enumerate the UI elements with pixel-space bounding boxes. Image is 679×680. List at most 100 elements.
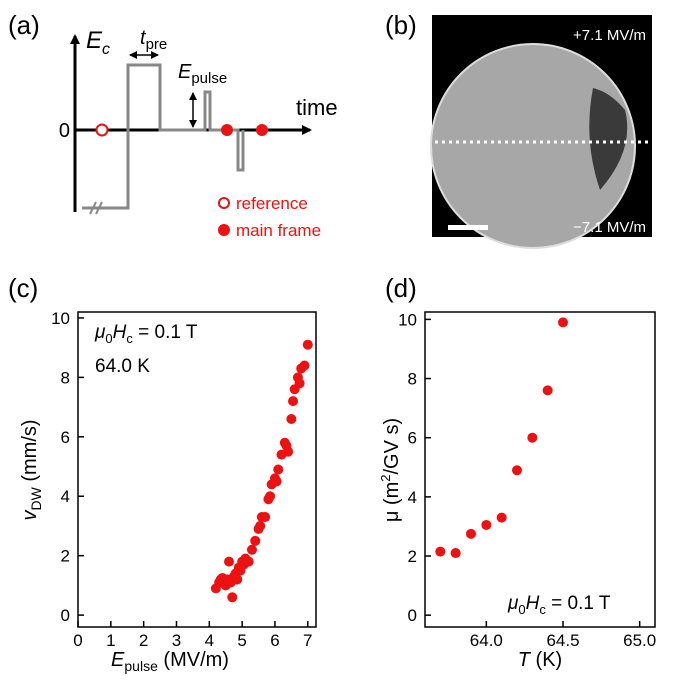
point xyxy=(435,546,446,557)
point xyxy=(527,432,538,443)
point xyxy=(283,446,294,457)
label-sub: c xyxy=(539,602,546,617)
panel-label: (b) xyxy=(385,10,417,40)
y-tick-label: 4 xyxy=(61,487,70,506)
point xyxy=(302,339,313,350)
point xyxy=(288,396,299,407)
x-tick-label: 5 xyxy=(237,631,246,650)
x-tick-label: 64.0 xyxy=(470,631,503,650)
label-part: E xyxy=(178,61,192,83)
sample xyxy=(430,43,636,249)
y-axis-label: vDW (mm/s) xyxy=(19,419,44,520)
legend-marker xyxy=(218,224,230,236)
label-part: μ (m xyxy=(381,482,403,522)
point xyxy=(227,592,238,603)
label-part: v xyxy=(19,510,41,521)
legend-label: reference xyxy=(236,194,308,213)
x-tick-label: 64.5 xyxy=(546,631,579,650)
x-tick-label: 0 xyxy=(73,631,82,650)
label-sub: pulse xyxy=(191,70,227,87)
panel-label: (d) xyxy=(385,273,417,303)
label-part: H xyxy=(113,322,127,343)
label-part: (MV/m) xyxy=(158,649,229,671)
zero-label: 0 xyxy=(59,120,70,142)
label-sub: c xyxy=(102,41,110,58)
x-tick-label: 65.0 xyxy=(623,631,656,650)
y-tick-label: 8 xyxy=(408,370,417,389)
annotation: 64.0 K xyxy=(95,356,150,377)
x-tick-label: 6 xyxy=(270,631,279,650)
point xyxy=(246,544,257,555)
point xyxy=(294,378,305,389)
panel-d: (d) μ0Hc = 0.1 T T (K) μ (m2/GV s) xyxy=(378,273,611,671)
point xyxy=(496,512,507,523)
x-tick-label: 7 xyxy=(303,631,312,650)
label-part: (K) xyxy=(530,649,562,671)
y-tick-label: 0 xyxy=(61,606,70,625)
y-tick-label: 10 xyxy=(398,310,417,329)
label-sup: 2 xyxy=(378,475,393,482)
time-label: time xyxy=(296,95,338,120)
y-axis-label: μ (m2/GV s) xyxy=(378,418,403,522)
panel-a: (a) Ec 0 time tpre Epulse reference main… xyxy=(8,10,338,240)
point xyxy=(271,476,282,487)
point xyxy=(255,520,266,531)
point xyxy=(450,548,461,559)
point xyxy=(542,385,553,396)
y-tick-label: 10 xyxy=(51,309,70,328)
axis-label: Ec xyxy=(86,27,110,58)
point xyxy=(299,360,310,371)
x-tick-label: 1 xyxy=(106,631,115,650)
waveform xyxy=(82,63,245,210)
label-part: (mm/s) xyxy=(19,419,41,487)
point xyxy=(286,413,297,424)
point xyxy=(273,464,284,475)
point xyxy=(250,535,261,546)
t-pre-label: tpre xyxy=(140,27,167,53)
point xyxy=(243,556,254,567)
y-tick-label: 8 xyxy=(61,368,70,387)
point xyxy=(512,465,522,476)
panel-b: (b) +7.1 MV/m −7.1 MV/m xyxy=(385,10,652,249)
frame-marker xyxy=(256,124,268,136)
label-part: E xyxy=(86,27,103,54)
label-sub: c xyxy=(126,331,133,346)
label-part: = 0.1 T xyxy=(546,593,611,614)
scale-bar xyxy=(448,225,488,230)
plot-frame xyxy=(77,311,317,628)
frame-marker xyxy=(221,124,233,136)
point xyxy=(224,556,235,567)
label-part: H xyxy=(526,593,540,614)
label-sub: DW xyxy=(28,486,44,510)
label-part: t xyxy=(140,27,147,49)
label-part: μ xyxy=(94,322,106,343)
legend-label: main frame xyxy=(236,221,321,240)
label-part: μ xyxy=(507,593,519,614)
y-tick-label: 6 xyxy=(61,428,70,447)
axis-break xyxy=(89,201,103,215)
point xyxy=(466,528,476,539)
label-part: = 0.1 T xyxy=(133,322,198,343)
point xyxy=(558,317,568,328)
field-label: +7.1 MV/m xyxy=(573,27,646,44)
domain xyxy=(589,88,628,190)
label-part: E xyxy=(111,649,125,671)
y-tick-label: 0 xyxy=(408,606,417,625)
label-sub: 0 xyxy=(105,331,112,346)
y-tick-label: 4 xyxy=(408,488,417,507)
plot-frame xyxy=(424,311,656,628)
label-sub: pre xyxy=(146,36,168,53)
x-axis-label: T (K) xyxy=(518,649,562,671)
label-part: /GV s) xyxy=(381,418,403,475)
legend-marker xyxy=(218,197,230,209)
point xyxy=(265,491,276,502)
annotation: μ0Hc = 0.1 T xyxy=(94,322,198,346)
x-tick-label: 3 xyxy=(172,631,181,650)
label-sub: pulse xyxy=(124,658,158,674)
label-sub: 0 xyxy=(518,602,525,617)
point xyxy=(260,512,271,523)
y-tick-label: 6 xyxy=(408,429,417,448)
x-tick-label: 2 xyxy=(139,631,148,650)
panel-label: (a) xyxy=(8,10,40,40)
